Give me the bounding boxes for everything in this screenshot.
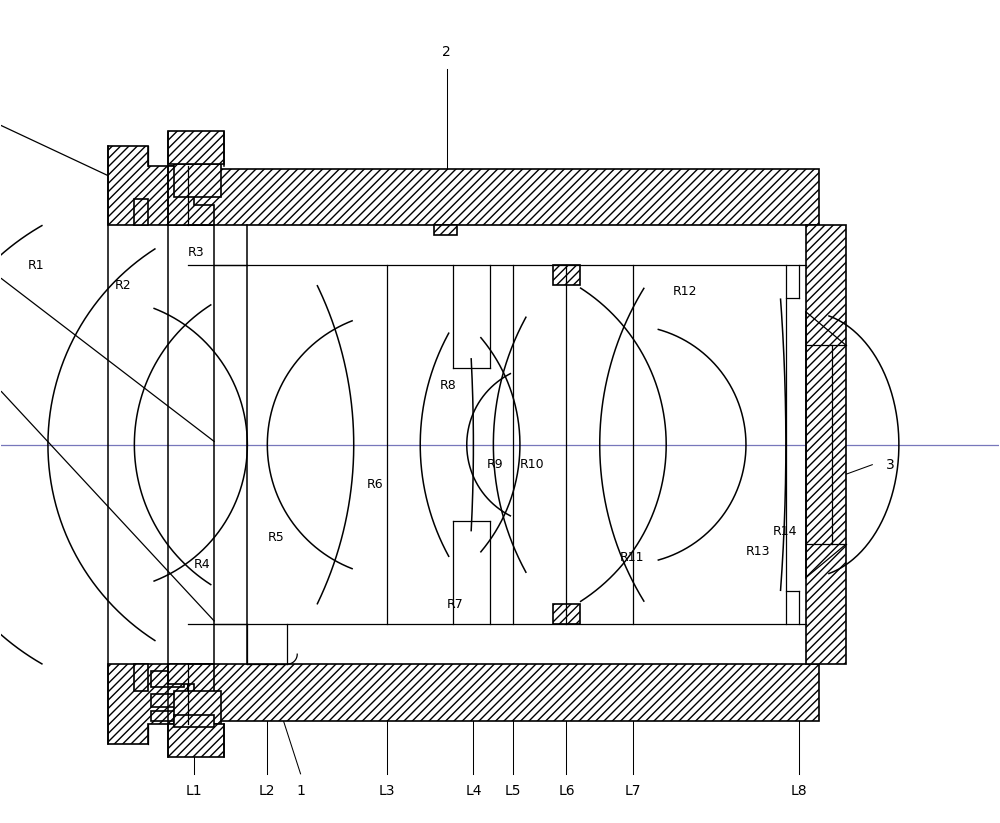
- Polygon shape: [151, 694, 194, 707]
- Text: L4: L4: [465, 783, 482, 797]
- Text: L8: L8: [791, 783, 807, 797]
- Polygon shape: [108, 664, 188, 744]
- Polygon shape: [151, 671, 184, 687]
- Polygon shape: [151, 711, 194, 721]
- Text: R8: R8: [440, 379, 457, 392]
- Text: R5: R5: [267, 532, 284, 545]
- Text: R11: R11: [620, 551, 644, 565]
- Text: L2: L2: [259, 783, 276, 797]
- Polygon shape: [134, 199, 148, 226]
- Polygon shape: [553, 604, 580, 624]
- Polygon shape: [168, 165, 214, 226]
- Text: R2: R2: [114, 279, 131, 292]
- Polygon shape: [108, 146, 188, 226]
- Text: L3: L3: [379, 783, 395, 797]
- Polygon shape: [188, 169, 819, 226]
- Polygon shape: [174, 690, 221, 724]
- Text: 3: 3: [886, 458, 894, 472]
- Text: R13: R13: [746, 545, 770, 558]
- Text: L1: L1: [186, 783, 202, 797]
- Text: 2: 2: [442, 45, 451, 59]
- Text: L7: L7: [625, 783, 641, 797]
- Polygon shape: [134, 664, 148, 690]
- Text: R12: R12: [673, 286, 697, 299]
- Polygon shape: [553, 265, 580, 286]
- Text: R10: R10: [520, 458, 545, 472]
- Polygon shape: [434, 226, 457, 235]
- Text: R3: R3: [188, 245, 204, 258]
- Polygon shape: [174, 165, 221, 198]
- Text: L6: L6: [558, 783, 575, 797]
- Text: R4: R4: [194, 558, 211, 571]
- Polygon shape: [168, 724, 224, 757]
- Polygon shape: [188, 664, 819, 721]
- Text: R9: R9: [487, 458, 503, 472]
- Text: 1: 1: [296, 783, 305, 797]
- Polygon shape: [806, 226, 846, 664]
- Text: R1: R1: [28, 259, 45, 272]
- Text: R14: R14: [773, 525, 797, 537]
- Polygon shape: [168, 131, 224, 165]
- Polygon shape: [168, 664, 214, 724]
- Text: L5: L5: [505, 783, 522, 797]
- Text: R6: R6: [367, 478, 384, 491]
- Polygon shape: [174, 715, 214, 728]
- Text: R7: R7: [447, 598, 464, 611]
